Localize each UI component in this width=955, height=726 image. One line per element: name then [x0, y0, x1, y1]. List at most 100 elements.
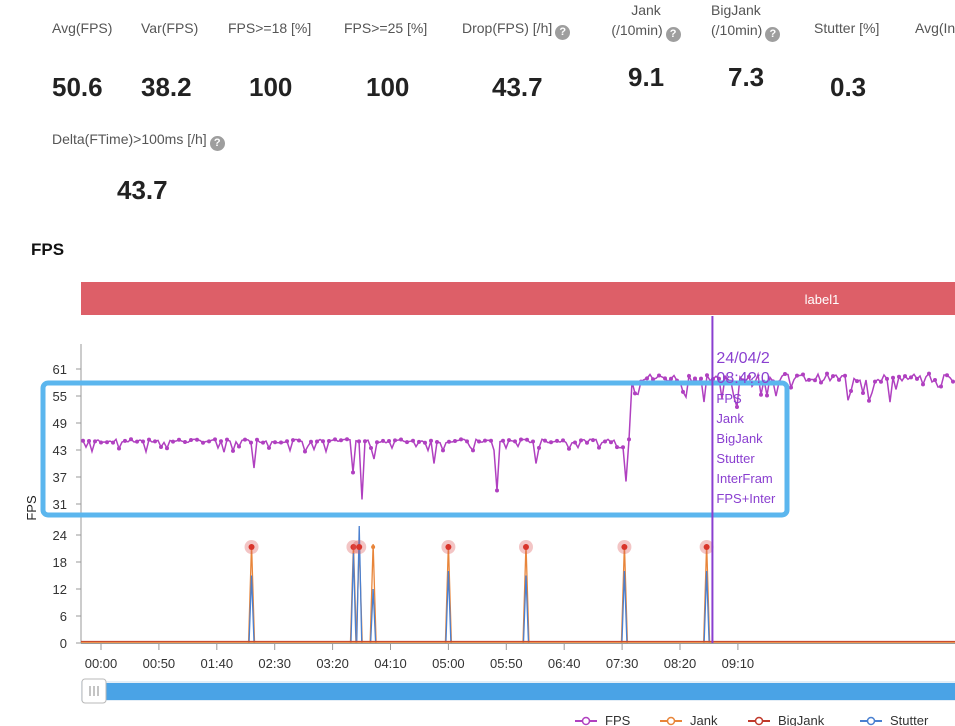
fps-point[interactable] [735, 404, 739, 409]
fps-point[interactable] [459, 437, 463, 442]
fps-point[interactable] [843, 373, 847, 378]
fps-point[interactable] [291, 438, 295, 443]
fps-point[interactable] [369, 445, 373, 450]
fps-point[interactable] [747, 374, 751, 379]
fps-point[interactable] [123, 438, 127, 443]
fps-point[interactable] [231, 448, 235, 453]
fps-point[interactable] [477, 439, 481, 444]
fps-point[interactable] [591, 438, 595, 443]
fps-point[interactable] [405, 440, 409, 445]
fps-point[interactable] [387, 438, 391, 443]
fps-point[interactable] [915, 376, 919, 381]
fps-point[interactable] [471, 448, 475, 453]
fps-point[interactable] [267, 445, 271, 450]
fps-point[interactable] [759, 392, 763, 397]
bigjank-marker[interactable] [248, 544, 255, 550]
fps-point[interactable] [645, 376, 649, 381]
fps-point[interactable] [315, 439, 319, 444]
fps-point[interactable] [249, 440, 253, 445]
fps-point[interactable] [705, 373, 709, 378]
fps-point[interactable] [303, 449, 307, 454]
fps-point[interactable] [147, 437, 151, 442]
fps-point[interactable] [837, 377, 841, 382]
fps-point[interactable] [225, 437, 229, 442]
fps-point[interactable] [717, 376, 721, 381]
fps-point[interactable] [381, 438, 385, 443]
fps-point[interactable] [105, 440, 109, 445]
fps-point[interactable] [651, 377, 655, 382]
fps-point[interactable] [789, 385, 793, 390]
fps-point[interactable] [435, 439, 439, 444]
fps-point[interactable] [627, 437, 631, 442]
fps-point[interactable] [483, 438, 487, 443]
fps-point[interactable] [801, 372, 805, 377]
fps-point[interactable] [423, 440, 427, 445]
help-icon[interactable]: ? [765, 27, 781, 42]
fps-point[interactable] [411, 438, 415, 443]
legend-item[interactable]: Jank [660, 713, 718, 726]
fps-point[interactable] [465, 439, 469, 444]
help-icon[interactable]: ? [555, 25, 571, 40]
fps-point[interactable] [441, 448, 445, 453]
fps-point[interactable] [561, 438, 565, 443]
fps-point[interactable] [153, 439, 157, 444]
fps-point[interactable] [531, 439, 535, 444]
fps-point[interactable] [921, 382, 925, 387]
fps-point[interactable] [345, 437, 349, 442]
fps-point[interactable] [669, 376, 673, 381]
fps-point[interactable] [903, 374, 907, 379]
fps-point[interactable] [111, 440, 115, 445]
fps-point[interactable] [279, 440, 283, 445]
bigjank-marker[interactable] [350, 544, 357, 550]
fps-point[interactable] [783, 371, 787, 376]
fps-point[interactable] [615, 445, 619, 450]
fps-point[interactable] [819, 380, 823, 385]
fps-point[interactable] [399, 437, 403, 442]
fps-point[interactable] [699, 376, 703, 381]
fps-point[interactable] [681, 389, 685, 394]
bigjank-marker[interactable] [621, 544, 628, 550]
fps-point[interactable] [489, 438, 493, 443]
fps-point[interactable] [189, 438, 193, 443]
fps-point[interactable] [693, 376, 697, 381]
fps-point[interactable] [201, 440, 205, 445]
fps-point[interactable] [663, 376, 667, 381]
fps-point[interactable] [543, 438, 547, 443]
zoom-slider-range[interactable] [106, 683, 955, 700]
fps-point[interactable] [657, 373, 661, 378]
bigjank-marker[interactable] [522, 544, 529, 550]
fps-point[interactable] [891, 375, 895, 380]
fps-point[interactable] [525, 437, 529, 442]
fps-point[interactable] [507, 438, 511, 443]
fps-point[interactable] [261, 440, 265, 445]
fps-point[interactable] [897, 374, 901, 379]
fps-point[interactable] [825, 371, 829, 376]
fps-point[interactable] [177, 437, 181, 442]
fps-point[interactable] [297, 438, 301, 443]
fps-point[interactable] [831, 374, 835, 379]
fps-point[interactable] [429, 438, 433, 443]
fps-point[interactable] [81, 438, 85, 443]
fps-point[interactable] [573, 440, 577, 445]
fps-point[interactable] [549, 440, 553, 445]
jank-point[interactable] [371, 545, 376, 549]
legend-item[interactable]: Stutter [860, 713, 929, 726]
fps-point[interactable] [687, 373, 691, 378]
fps-point[interactable] [93, 439, 97, 444]
legend-item[interactable]: BigJank [748, 713, 825, 726]
fps-point[interactable] [237, 444, 241, 449]
fps-point[interactable] [567, 446, 571, 451]
fps-point[interactable] [273, 440, 277, 445]
fps-point[interactable] [909, 375, 913, 380]
fps-point[interactable] [765, 393, 769, 398]
fps-point[interactable] [813, 378, 817, 383]
help-icon[interactable]: ? [665, 27, 681, 42]
fps-point[interactable] [513, 439, 517, 444]
fps-point[interactable] [195, 437, 199, 442]
fps-point[interactable] [129, 437, 133, 442]
fps-point[interactable] [501, 438, 505, 443]
fps-point[interactable] [207, 439, 211, 444]
fps-point[interactable] [159, 445, 163, 450]
fps-point[interactable] [417, 439, 421, 444]
fps-point[interactable] [939, 384, 943, 389]
